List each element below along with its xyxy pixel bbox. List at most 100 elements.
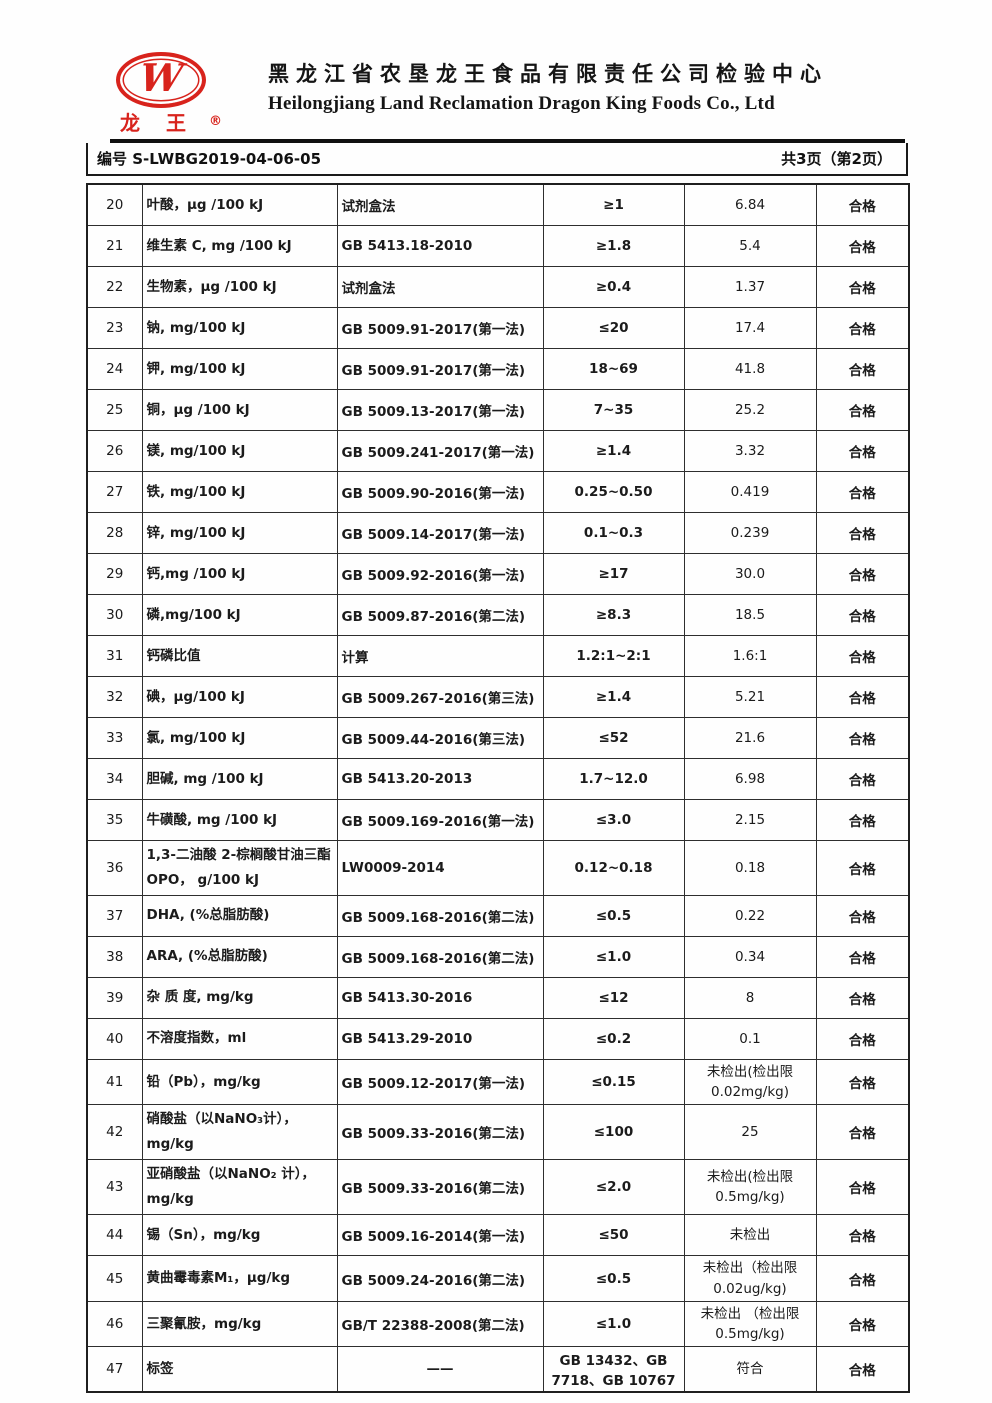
- company-title-english: Heilongjiang Land Reclamation Dragon Kin…: [268, 93, 775, 114]
- cell-conclusion: 合格: [815, 676, 910, 718]
- cell-result: 未检出（检出限 0.02ug/kg): [683, 1255, 817, 1302]
- page-indicator: 共3页（第2页）: [781, 150, 892, 168]
- cell-method: GB 5413.18-2010: [336, 225, 544, 267]
- cell-result: 25: [683, 1104, 817, 1161]
- table-row: 23 钠, mg/100 kJ GB 5009.91-2017(第一法) ≤20 17.…: [86, 307, 910, 349]
- cell-conclusion: 合格: [815, 1346, 910, 1393]
- table-row: 42 硝酸盐（以NaNO₃计），mg/kg GB 5009.33-2016(第二法)…: [86, 1104, 910, 1161]
- results-table: 20 叶酸，μg /100 kJ 试剂盒法 ≥1 6.84 合格 21 维生素 C, mg /…: [86, 183, 910, 1394]
- cell-item: 钾, mg/100 kJ: [141, 348, 338, 390]
- cell-conclusion: 合格: [815, 1058, 910, 1106]
- cell-conclusion: 合格: [815, 717, 910, 759]
- cell-conclusion: 合格: [815, 1255, 910, 1302]
- cell-standard: 1.7~12.0: [542, 758, 685, 800]
- cell-result: 0.1: [683, 1017, 817, 1060]
- cell-result: 未检出 （检出限 0.5mg/kg): [683, 1300, 817, 1348]
- cell-conclusion: 合格: [815, 894, 910, 937]
- cell-item: 维生素 C, mg /100 kJ: [141, 225, 338, 267]
- cell-conclusion: 合格: [815, 1214, 910, 1257]
- cell-standard: ≥1.4: [542, 676, 685, 718]
- cell-conclusion: 合格: [815, 307, 910, 349]
- cell-result: 未检出(检出限 0.02mg/kg): [683, 1058, 817, 1106]
- table-row: 43 亚硝酸盐（以NaNO₂ 计），mg/kg GB 5009.33-2016(第二…: [86, 1159, 910, 1216]
- cell-result: 8: [683, 976, 817, 1019]
- cell-method: GB 5009.13-2017(第一法): [336, 389, 544, 431]
- cell-item: 铁, mg/100 kJ: [141, 471, 338, 513]
- table-row: 44 锡（Sn），mg/kg GB 5009.16-2014(第一法) ≤50 未检出合…: [86, 1214, 910, 1257]
- cell-standard: ≥1.4: [542, 430, 685, 472]
- cell-item: DHA, (%总脂肪酸): [141, 894, 338, 937]
- table-row: 37 DHA, (%总脂肪酸) GB 5009.168-2016(第二法) ≤0.5 0…: [86, 894, 910, 937]
- table-row: 46 三聚氰胺，mg/kg GB/T 22388-2008(第二法) ≤1.0 未检出 …: [86, 1300, 910, 1348]
- cell-conclusion: 合格: [815, 976, 910, 1019]
- cell-method: 试剂盒法: [336, 266, 544, 308]
- cell-result: 0.22: [683, 894, 817, 937]
- cell-method: GB 5009.241-2017(第一法): [336, 430, 544, 472]
- cell-standard: ≥0.4: [542, 266, 685, 308]
- cell-result: 21.6: [683, 717, 817, 759]
- cell-item: 胆碱, mg /100 kJ: [141, 758, 338, 800]
- company-title-chinese: 黑龙江省农垦龙王食品有限责任公司检验中心: [268, 62, 828, 86]
- cell-standard: ≤0.2: [542, 1017, 685, 1060]
- table-row: 32 碘，μg/100 kJ GB 5009.267-2016(第三法) ≥1.4 5.…: [86, 676, 910, 718]
- cell-item: 碘，μg/100 kJ: [141, 676, 338, 718]
- cell-no: 33: [86, 717, 143, 759]
- cell-method: GB/T 22388-2008(第二法): [336, 1300, 544, 1348]
- cell-result: 1.37: [683, 266, 817, 308]
- cell-no: 37: [86, 894, 143, 937]
- cell-no: 21: [86, 225, 143, 267]
- cell-standard: GB 13432、GB 7718、GB 10767: [542, 1346, 685, 1393]
- cell-conclusion: 合格: [815, 553, 910, 595]
- cell-result: 6.84: [683, 183, 817, 226]
- cell-conclusion: 合格: [815, 758, 910, 800]
- report-number-value: S-LWBG2019-04-06-05: [132, 150, 322, 168]
- cell-no: 47: [86, 1346, 143, 1393]
- cell-conclusion: 合格: [815, 389, 910, 431]
- cell-method: GB 5009.92-2016(第一法): [336, 553, 544, 595]
- cell-no: 43: [86, 1159, 143, 1216]
- cell-conclusion: 合格: [815, 266, 910, 308]
- cell-method: GB 5009.91-2017(第一法): [336, 307, 544, 349]
- report-header: W 龙王 ® 黑龙江省农垦龙王食品有限责任公司检验中心 Heilongjiang…: [0, 0, 992, 133]
- cell-result: 1.6:1: [683, 635, 817, 677]
- cell-conclusion: 合格: [815, 635, 910, 677]
- cell-no: 22: [86, 266, 143, 308]
- cell-item: 锡（Sn），mg/kg: [141, 1214, 338, 1257]
- cell-method: GB 5009.267-2016(第三法): [336, 676, 544, 718]
- cell-method: GB 5009.168-2016(第二法): [336, 935, 544, 978]
- cell-standard: ≥8.3: [542, 594, 685, 636]
- cell-method: GB 5009.14-2017(第一法): [336, 512, 544, 554]
- cell-item: 1,3-二油酸 2-棕榈酸甘油三酯 OPO， g/100 kJ: [141, 840, 338, 896]
- table-row: 26 镁, mg/100 kJ GB 5009.241-2017(第一法) ≥1.4 3…: [86, 430, 910, 472]
- table-row: 41 铅（Pb），mg/kg GB 5009.12-2017(第一法) ≤0.15 未检…: [86, 1058, 910, 1106]
- cell-method: GB 5009.24-2016(第二法): [336, 1255, 544, 1302]
- cell-method: GB 5009.44-2016(第三法): [336, 717, 544, 759]
- cell-standard: ≤1.0: [542, 1300, 685, 1348]
- cell-result: 5.4: [683, 225, 817, 267]
- logo-w-letter: W: [137, 55, 185, 100]
- cell-result: 符合: [683, 1346, 817, 1393]
- header-divider: [110, 139, 905, 143]
- table-row: 31 钙磷比值 计算 1.2:1~2:1 1.6:1 合格: [86, 635, 910, 677]
- cell-no: 42: [86, 1104, 143, 1161]
- cell-method: GB 5413.20-2013: [336, 758, 544, 800]
- cell-no: 40: [86, 1017, 143, 1060]
- cell-result: 30.0: [683, 553, 817, 595]
- cell-no: 30: [86, 594, 143, 636]
- cell-no: 38: [86, 935, 143, 978]
- cell-item: 硝酸盐（以NaNO₃计），mg/kg: [141, 1104, 338, 1161]
- cell-standard: ≤52: [542, 717, 685, 759]
- table-row: 27 铁, mg/100 kJ GB 5009.90-2016(第一法) 0.25~0…: [86, 471, 910, 513]
- cell-method: 计算: [336, 635, 544, 677]
- table-row: 29 钙,mg /100 kJ GB 5009.92-2016(第一法) ≥17 30.…: [86, 553, 910, 595]
- cell-item: 亚硝酸盐（以NaNO₂ 计），mg/kg: [141, 1159, 338, 1216]
- cell-conclusion: 合格: [815, 1300, 910, 1348]
- cell-item: 杂 质 度, mg/kg: [141, 976, 338, 1019]
- registered-trademark-icon: ®: [209, 114, 222, 129]
- table-row: 34 胆碱, mg /100 kJ GB 5413.20-2013 1.7~12.0 6…: [86, 758, 910, 800]
- table-row: 35 牛磺酸, mg /100 kJ GB 5009.169-2016(第一法) ≤3…: [86, 799, 910, 841]
- cell-conclusion: 合格: [815, 1159, 910, 1216]
- cell-no: 27: [86, 471, 143, 513]
- cell-item: 生物素，μg /100 kJ: [141, 266, 338, 308]
